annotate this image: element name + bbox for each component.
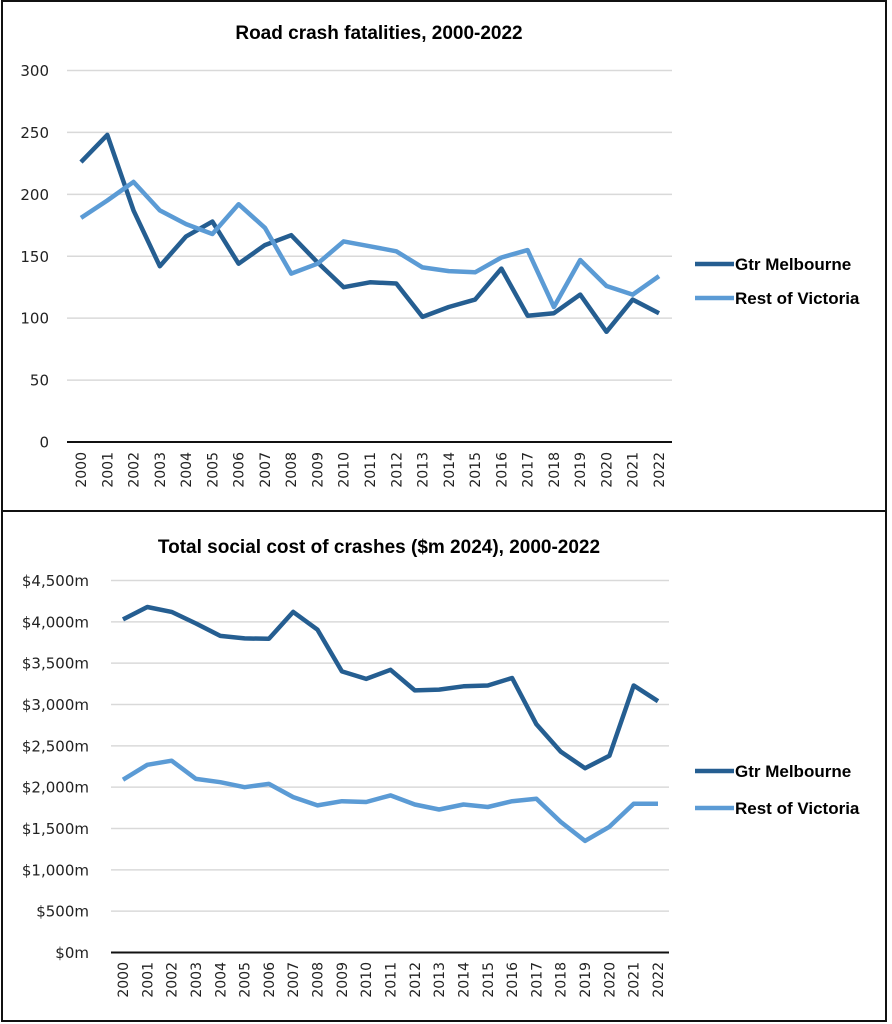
x-tick-label: 2000 xyxy=(74,452,90,488)
x-tick-label: 2011 xyxy=(384,962,400,998)
x-tick-label: 2007 xyxy=(286,962,302,998)
x-tick-label: 2005 xyxy=(238,962,254,998)
x-tick-label: 2014 xyxy=(456,962,472,998)
y-tick-label: 50 xyxy=(30,372,49,390)
x-tick-label: 2014 xyxy=(442,452,458,488)
y-tick-label: $2,000m xyxy=(22,779,89,797)
y-tick-label: $1,500m xyxy=(22,820,89,838)
y-tick-label: 300 xyxy=(20,62,49,80)
series-line-gtr-melbourne xyxy=(123,607,658,768)
y-tick-label: $0m xyxy=(55,944,89,962)
x-tick-label: 2010 xyxy=(359,962,375,998)
y-tick-label: 0 xyxy=(39,434,49,452)
chart-title: Total social cost of crashes ($m 2024), … xyxy=(158,537,600,558)
x-tick-label: 2006 xyxy=(232,452,248,488)
y-tick-label: $3,000m xyxy=(22,696,89,714)
x-tick-label: 2009 xyxy=(335,962,351,998)
x-tick-label: 2004 xyxy=(213,962,229,998)
x-tick-label: 2011 xyxy=(363,452,379,488)
y-tick-label: $4,000m xyxy=(22,613,89,631)
x-tick-label: 2001 xyxy=(100,452,116,488)
x-tick-label: 2016 xyxy=(494,452,510,488)
y-tick-label: $2,500m xyxy=(22,737,89,755)
y-tick-label: 200 xyxy=(20,186,49,204)
x-tick-label: 2016 xyxy=(505,962,521,998)
y-tick-label: $3,500m xyxy=(22,655,89,673)
x-tick-label: 2019 xyxy=(578,962,594,998)
x-tick-label: 2010 xyxy=(337,452,353,488)
x-tick-label: 2017 xyxy=(529,962,545,998)
social-cost-chart: Total social cost of crashes ($m 2024), … xyxy=(3,512,889,1024)
x-tick-label: 2020 xyxy=(602,962,618,998)
y-tick-label: 100 xyxy=(20,310,49,328)
x-tick-label: 2008 xyxy=(311,962,327,998)
x-tick-label: 2021 xyxy=(626,452,642,488)
x-tick-label: 2013 xyxy=(432,962,448,998)
y-tick-label: $500m xyxy=(36,903,89,921)
fatalities-chart-panel: Road crash fatalities, 2000-2022 0 50 100 1… xyxy=(1,0,887,512)
y-tick-label: 150 xyxy=(20,248,49,266)
x-tick-label: 2006 xyxy=(262,962,278,998)
x-tick-label: 2000 xyxy=(116,962,132,998)
x-tick-label: 2019 xyxy=(573,452,589,488)
x-tick-label: 2020 xyxy=(599,452,615,488)
x-tick-label: 2015 xyxy=(481,962,497,998)
x-tick-label: 2004 xyxy=(179,452,195,488)
series-line-gtr-melbourne xyxy=(81,135,659,332)
x-tick-label: 2012 xyxy=(408,962,424,998)
legend-label: Gtr Melbourne xyxy=(735,255,851,274)
x-tick-label: 2002 xyxy=(165,962,181,998)
legend-label: Rest of Victoria xyxy=(735,289,860,308)
x-tick-label: 2012 xyxy=(389,452,405,488)
x-tick-label: 2021 xyxy=(627,962,643,998)
x-tick-label: 2008 xyxy=(284,452,300,488)
x-tick-label: 2015 xyxy=(468,452,484,488)
x-tick-label: 2003 xyxy=(189,962,205,998)
x-tick-label: 2017 xyxy=(521,452,537,488)
x-tick-label: 2018 xyxy=(554,962,570,998)
social-cost-chart-panel: Total social cost of crashes ($m 2024), … xyxy=(1,510,887,1022)
x-tick-label: 2022 xyxy=(651,962,667,998)
fatalities-chart: Road crash fatalities, 2000-2022 0 50 100 1… xyxy=(3,2,889,514)
x-tick-label: 2003 xyxy=(153,452,169,488)
y-tick-label: $4,500m xyxy=(22,572,89,590)
x-tick-label: 2009 xyxy=(310,452,326,488)
legend-label: Gtr Melbourne xyxy=(735,762,851,781)
x-tick-label: 2002 xyxy=(127,452,143,488)
series-line-rest-of-victoria xyxy=(81,182,659,307)
x-tick-label: 2022 xyxy=(652,452,668,488)
y-tick-label: $1,000m xyxy=(22,861,89,879)
y-tick-label: 250 xyxy=(20,124,49,142)
x-tick-label: 2007 xyxy=(258,452,274,488)
x-tick-label: 2001 xyxy=(140,962,156,998)
x-tick-label: 2005 xyxy=(205,452,221,488)
chart-title: Road crash fatalities, 2000-2022 xyxy=(235,23,522,44)
x-tick-label: 2013 xyxy=(416,452,432,488)
legend-label: Rest of Victoria xyxy=(735,799,860,818)
x-tick-label: 2018 xyxy=(547,452,563,488)
